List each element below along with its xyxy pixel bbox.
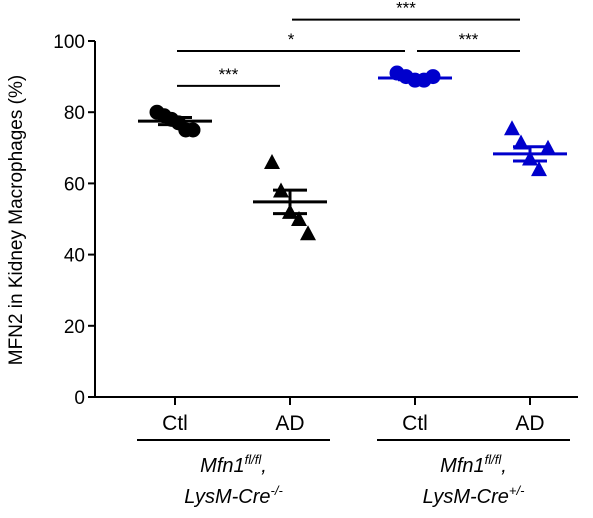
group-label: Mfn1fl/fl, bbox=[200, 452, 267, 477]
data-point bbox=[264, 154, 280, 170]
group-label-part: Mfn1 bbox=[200, 455, 244, 477]
group-label-part: , bbox=[261, 455, 267, 477]
data-point bbox=[531, 161, 547, 177]
x-tick-label: Ctl bbox=[402, 412, 428, 435]
group-label-part: LysM-Cre bbox=[184, 486, 270, 508]
group-label-part: , bbox=[501, 455, 507, 477]
y-tick-label: 60 bbox=[64, 174, 85, 195]
data-point bbox=[540, 139, 556, 155]
x-tick-label: AD bbox=[515, 412, 544, 435]
significance-label: *** bbox=[219, 65, 239, 84]
group-label: LysM-Cre-/- bbox=[184, 483, 283, 508]
group-label: Mfn1fl/fl, bbox=[440, 452, 507, 477]
significance-label: *** bbox=[396, 0, 416, 18]
significance-label: *** bbox=[459, 30, 479, 49]
group-label-part: -/- bbox=[271, 483, 284, 498]
data-point bbox=[291, 211, 307, 226]
x-tick-label: AD bbox=[275, 412, 304, 435]
data-point bbox=[300, 225, 316, 241]
group-label: LysM-Cre+/- bbox=[423, 483, 526, 508]
y-tick-label: 0 bbox=[74, 388, 85, 409]
data-point bbox=[504, 120, 520, 136]
significance-label: * bbox=[288, 30, 295, 49]
y-tick-label: 100 bbox=[53, 32, 85, 53]
group-label-part: fl/fl bbox=[485, 452, 503, 467]
y-tick-label: 40 bbox=[64, 246, 85, 267]
y-axis-label: MFN2 in Kidney Macrophages (%) bbox=[6, 75, 27, 365]
group-label-part: fl/fl bbox=[245, 452, 263, 467]
group-label-part: Mfn1 bbox=[440, 455, 484, 477]
y-tick-label: 20 bbox=[64, 317, 85, 338]
y-tick-label: 80 bbox=[64, 103, 85, 124]
data-point bbox=[185, 122, 201, 138]
group-label-part: LysM-Cre bbox=[423, 486, 509, 508]
group-label-part: +/- bbox=[509, 483, 525, 498]
x-tick-label: Ctl bbox=[162, 412, 188, 435]
